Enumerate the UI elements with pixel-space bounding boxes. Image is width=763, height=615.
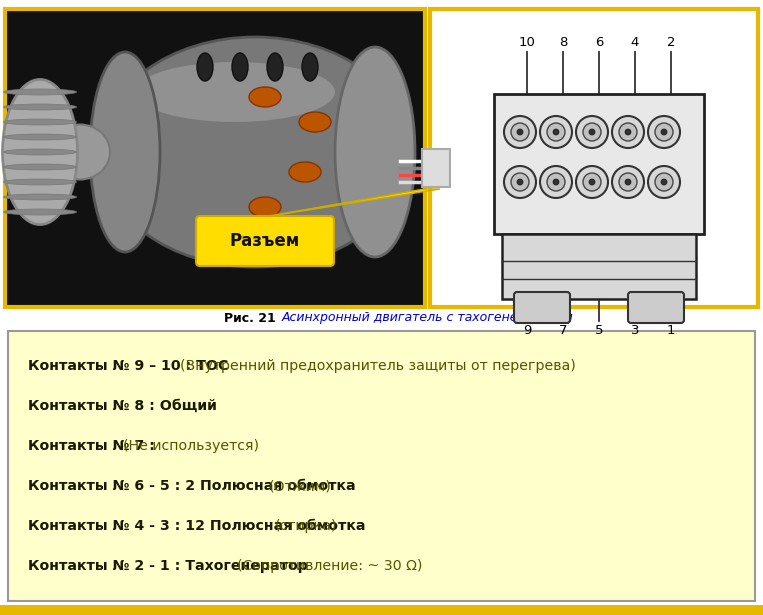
Ellipse shape	[4, 149, 76, 155]
Text: Контакты № 8 : Общий: Контакты № 8 : Общий	[28, 399, 217, 413]
Circle shape	[619, 173, 637, 191]
Circle shape	[655, 173, 673, 191]
Text: 6: 6	[595, 36, 604, 49]
Text: (Сопротивление: ~ 30 Ω): (Сопротивление: ~ 30 Ω)	[237, 559, 422, 573]
Ellipse shape	[4, 164, 76, 170]
Circle shape	[547, 173, 565, 191]
Text: (стирка): (стирка)	[275, 519, 337, 533]
Text: (Не используется): (Не используется)	[123, 439, 259, 453]
Text: Рис. 21: Рис. 21	[224, 312, 280, 325]
Circle shape	[661, 129, 667, 135]
Ellipse shape	[232, 53, 248, 81]
Text: Контакты № 4 - 3 : 12 Полюсная обмотка: Контакты № 4 - 3 : 12 Полюсная обмотка	[28, 519, 370, 533]
Text: (Внутренний предохранитель защиты от перегрева): (Внутренний предохранитель защиты от пер…	[180, 359, 575, 373]
Text: 7: 7	[559, 325, 567, 338]
Ellipse shape	[249, 197, 281, 217]
Circle shape	[589, 179, 595, 185]
Text: 9: 9	[523, 325, 531, 338]
Bar	[494, 94, 704, 234]
Ellipse shape	[4, 134, 76, 140]
Bar	[0, 605, 763, 615]
FancyBboxPatch shape	[196, 216, 334, 266]
Circle shape	[504, 116, 536, 148]
Circle shape	[625, 129, 631, 135]
Circle shape	[648, 116, 680, 148]
Ellipse shape	[302, 53, 318, 81]
Circle shape	[612, 116, 644, 148]
Circle shape	[625, 179, 631, 185]
Circle shape	[583, 173, 601, 191]
Bar	[5, 9, 425, 307]
Ellipse shape	[4, 104, 76, 110]
Text: (Отжим): (Отжим)	[269, 479, 331, 493]
Bar	[8, 331, 755, 601]
Polygon shape	[246, 189, 440, 220]
Ellipse shape	[197, 53, 213, 81]
Text: 3: 3	[631, 325, 639, 338]
Circle shape	[576, 116, 608, 148]
Circle shape	[504, 166, 536, 198]
Circle shape	[661, 179, 667, 185]
Circle shape	[619, 123, 637, 141]
Ellipse shape	[135, 62, 335, 122]
Bar	[422, 149, 450, 187]
Ellipse shape	[90, 52, 160, 252]
Circle shape	[589, 129, 595, 135]
Circle shape	[553, 129, 559, 135]
Ellipse shape	[4, 179, 76, 185]
Text: Асинхронный двигатель с тахогенератором: Асинхронный двигатель с тахогенератором	[282, 312, 574, 325]
FancyBboxPatch shape	[628, 292, 684, 323]
Circle shape	[576, 166, 608, 198]
Text: Нумерация разъема: Нумерация разъема	[532, 285, 666, 298]
Ellipse shape	[4, 119, 76, 125]
Circle shape	[511, 173, 529, 191]
Ellipse shape	[289, 162, 321, 182]
Ellipse shape	[299, 112, 331, 132]
Circle shape	[540, 166, 572, 198]
Text: Контакты № 2 - 1 : Тахогенератор: Контакты № 2 - 1 : Тахогенератор	[28, 559, 313, 573]
Circle shape	[547, 123, 565, 141]
Text: Контакты № 7 :: Контакты № 7 :	[28, 439, 159, 453]
Ellipse shape	[50, 124, 110, 180]
Ellipse shape	[2, 79, 78, 224]
Circle shape	[583, 123, 601, 141]
Circle shape	[540, 116, 572, 148]
Ellipse shape	[4, 194, 76, 200]
Text: 8: 8	[559, 36, 567, 49]
Text: Контакты № 9 – 10 : ТОС: Контакты № 9 – 10 : ТОС	[28, 359, 233, 373]
Ellipse shape	[100, 37, 410, 267]
Circle shape	[517, 129, 523, 135]
Text: 4: 4	[631, 36, 639, 49]
Ellipse shape	[4, 89, 76, 95]
Bar	[502, 234, 696, 299]
Circle shape	[612, 166, 644, 198]
Circle shape	[517, 179, 523, 185]
Ellipse shape	[335, 47, 415, 257]
Text: 2: 2	[667, 36, 675, 49]
Ellipse shape	[4, 209, 76, 215]
Circle shape	[655, 123, 673, 141]
Circle shape	[648, 166, 680, 198]
FancyBboxPatch shape	[514, 292, 570, 323]
Text: 5: 5	[594, 325, 604, 338]
Text: 1: 1	[667, 325, 675, 338]
Ellipse shape	[249, 87, 281, 107]
Text: 10: 10	[519, 36, 536, 49]
Text: Разъем: Разъем	[230, 232, 300, 250]
Bar	[430, 9, 758, 307]
Text: Контакты № 6 - 5 : 2 Полюсная обмотка: Контакты № 6 - 5 : 2 Полюсная обмотка	[28, 479, 360, 493]
Circle shape	[553, 179, 559, 185]
Circle shape	[511, 123, 529, 141]
Ellipse shape	[267, 53, 283, 81]
